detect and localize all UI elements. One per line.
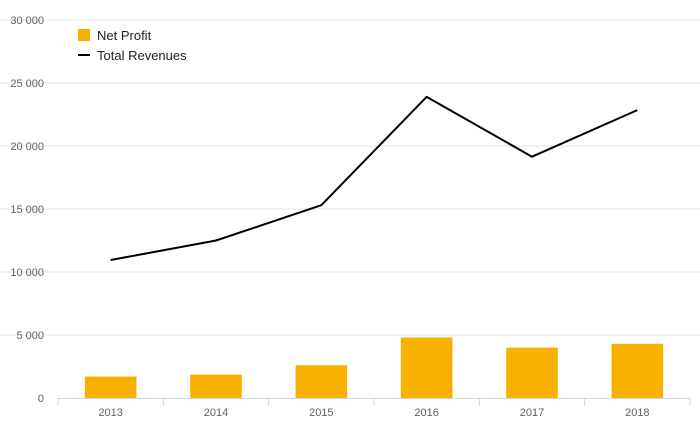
total-revenues-point[interactable]: [527, 152, 537, 162]
legend-net-profit-swatch: [78, 29, 90, 41]
y-axis-tick-labels: 0 5 000 10 000 15 000 20 000 25 000 30 000: [10, 15, 44, 405]
total-revenues-path[interactable]: [110, 95, 638, 262]
legend-net-profit-label[interactable]: Net Profit: [97, 28, 152, 43]
total-revenues-point[interactable]: [316, 200, 326, 210]
x-axis: [57, 398, 691, 406]
x-tick-label: 2014: [204, 407, 228, 419]
total-revenues-line: [106, 92, 642, 265]
total-revenues-point[interactable]: [211, 236, 221, 246]
net-profit-bar[interactable]: [506, 347, 558, 398]
total-revenues-point[interactable]: [422, 92, 432, 102]
x-tick-label: 2017: [520, 407, 544, 419]
legend[interactable]: Net Profit Total Revenues: [78, 28, 187, 63]
y-tick-label: 5 000: [16, 330, 44, 342]
net-profit-bars: [84, 337, 664, 398]
net-profit-bar[interactable]: [400, 337, 453, 398]
net-profit-bar[interactable]: [611, 343, 664, 398]
x-tick-label: 2015: [309, 407, 333, 419]
y-tick-label: 15 000: [10, 204, 44, 216]
total-revenues-point[interactable]: [106, 255, 116, 265]
y-tick-label: 10 000: [10, 267, 44, 279]
total-revenues-point[interactable]: [632, 105, 642, 115]
y-tick-label: 20 000: [10, 141, 44, 153]
y-tick-label: 25 000: [10, 78, 44, 90]
net-profit-bar[interactable]: [84, 376, 137, 398]
net-profit-bar[interactable]: [190, 374, 242, 398]
y-tick-label: 0: [38, 393, 44, 405]
x-tick-label: 2018: [625, 407, 649, 419]
x-tick-label: 2013: [98, 407, 122, 419]
x-tick-label: 2016: [414, 407, 438, 419]
y-tick-label: 30 000: [10, 15, 44, 27]
net-profit-bar[interactable]: [295, 365, 348, 398]
legend-total-revenues-label[interactable]: Total Revenues: [97, 48, 187, 63]
gridlines: [0, 19, 700, 336]
x-axis-tick-labels: 2013 2014 2015 2016 2017 2018: [98, 407, 649, 419]
